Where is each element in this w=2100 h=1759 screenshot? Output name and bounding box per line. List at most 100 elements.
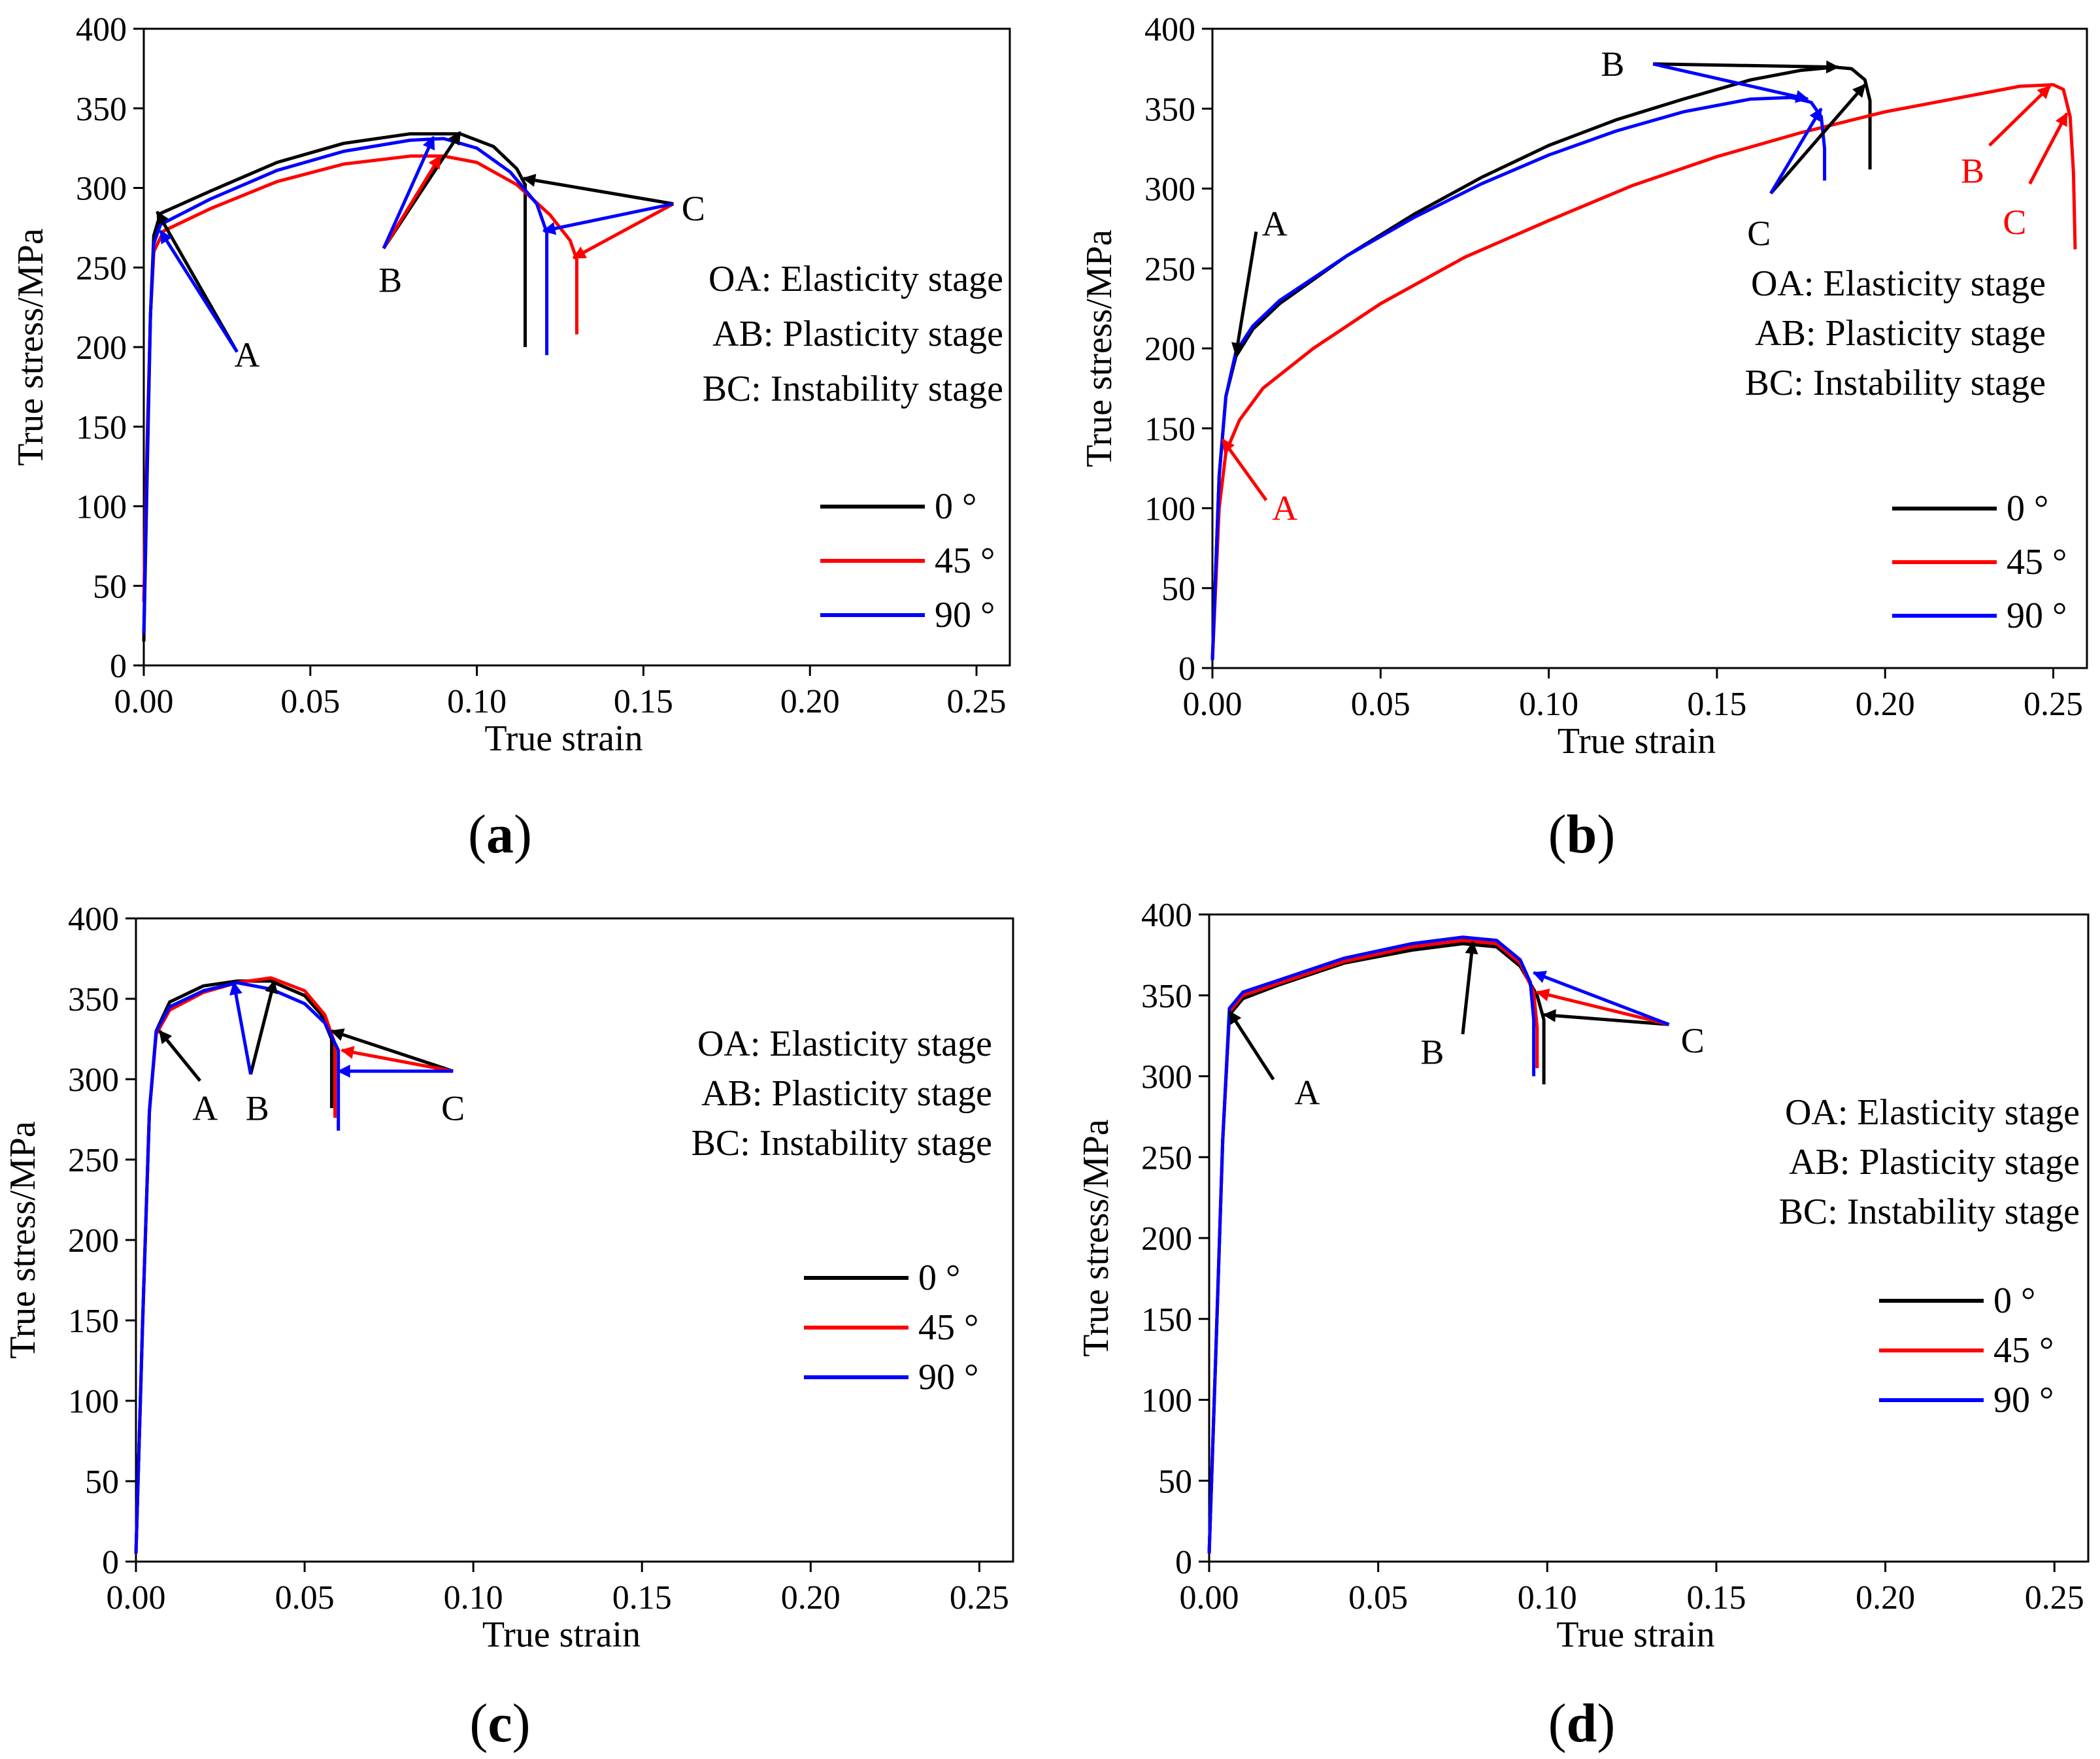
x-tick-label: 0.05 bbox=[1348, 1579, 1408, 1617]
y-tick-label: 150 bbox=[68, 1303, 119, 1340]
chart-panel-b: 0.00 0.05 0.10 0.15 0.20 0.25 0 50 100 150 200 250 3… bbox=[1079, 11, 2088, 762]
x-tick-label: 0.15 bbox=[1687, 686, 1746, 723]
panel-label-c: (c) bbox=[469, 1693, 531, 1754]
stage-text-line: BC: Instability stage bbox=[703, 369, 1003, 409]
y-tick-label: 300 bbox=[1144, 171, 1195, 209]
y-tick-label: 200 bbox=[1141, 1220, 1192, 1258]
y-tick-label: 350 bbox=[76, 91, 127, 128]
y-tick-label: 400 bbox=[76, 11, 127, 48]
panel-label-d: (d) bbox=[1548, 1693, 1616, 1754]
y-tick-label: 0 bbox=[102, 1544, 119, 1581]
y-tick-label: 350 bbox=[68, 981, 119, 1018]
annotation-arrow bbox=[1653, 60, 1840, 74]
plot-frame bbox=[135, 917, 1014, 1563]
x-tick-label: 0.05 bbox=[280, 683, 340, 720]
annotation-arrow bbox=[1221, 438, 1268, 501]
annotation-arrow bbox=[1535, 988, 1670, 1026]
x-tick-label: 0.25 bbox=[2025, 1579, 2084, 1617]
y-axis-title: True stress/MPa bbox=[1079, 229, 1120, 467]
x-tick-label: 0.05 bbox=[1351, 686, 1410, 723]
y-tick-label: 250 bbox=[76, 250, 127, 287]
y-tick-label: 50 bbox=[93, 568, 127, 605]
legend-label: 45 ° bbox=[1993, 1330, 2054, 1371]
annotation-arrow bbox=[542, 202, 674, 235]
stage-text-line: OA: Elasticity stage bbox=[708, 259, 1003, 299]
y-tick-label: 200 bbox=[76, 329, 127, 367]
panel-label-a: (a) bbox=[468, 804, 532, 865]
x-tick-label: 0.20 bbox=[780, 683, 840, 720]
annotation-arrow bbox=[158, 1030, 202, 1082]
y-tick-label: 100 bbox=[1144, 491, 1195, 528]
series-line-45deg bbox=[1210, 83, 2077, 660]
annotation-arrow bbox=[1461, 941, 1478, 1035]
annotation-label-b: B bbox=[1961, 152, 1984, 191]
x-tick-label: 0.20 bbox=[1856, 1579, 1915, 1617]
x-axis-title: True strain bbox=[1558, 721, 1716, 762]
legend-label: 45 ° bbox=[2007, 542, 2067, 582]
stage-text-line: BC: Instability stage bbox=[692, 1123, 992, 1164]
stage-text-line: BC: Instability stage bbox=[1745, 363, 2046, 403]
x-tick-label: 0.05 bbox=[275, 1579, 335, 1617]
series-line-90deg bbox=[1207, 935, 1536, 1554]
legend-label: 45 ° bbox=[935, 541, 995, 581]
x-tick-label: 0.00 bbox=[1183, 686, 1242, 723]
annotation-label-b: B bbox=[246, 1088, 269, 1128]
chart-panel-c: 0.00 0.05 0.10 0.15 0.20 0.25 0 50 100 150 200 250 3… bbox=[3, 901, 1014, 1655]
annotation-label-a: A bbox=[192, 1088, 218, 1128]
y-tick-label: 0 bbox=[1175, 1544, 1192, 1581]
annotation-label-b: B bbox=[378, 261, 402, 300]
annotation-arrow bbox=[1769, 83, 1867, 195]
annotation-arrow bbox=[1231, 231, 1258, 356]
x-axis-title: True strain bbox=[484, 718, 642, 759]
legend-label: 45 ° bbox=[918, 1307, 978, 1348]
x-tick-label: 0.00 bbox=[1180, 1579, 1239, 1617]
plot-frame bbox=[1208, 913, 2090, 1563]
y-tick-label: 300 bbox=[1141, 1059, 1192, 1096]
panel-label-b: (b) bbox=[1548, 804, 1616, 865]
annotation-label-a: A bbox=[1262, 204, 1288, 243]
x-axis-title: True strain bbox=[482, 1615, 641, 1655]
annotation-label-a: A bbox=[1295, 1073, 1320, 1112]
chart-panel-a: 0.00 0.05 0.10 0.15 0.20 0.25 0 50 100 150 200 250 3… bbox=[10, 11, 1011, 759]
y-tick-label: 350 bbox=[1141, 978, 1192, 1015]
y-tick-label: 100 bbox=[68, 1383, 119, 1420]
y-tick-label: 50 bbox=[1158, 1463, 1192, 1500]
y-tick-label: 400 bbox=[68, 901, 119, 938]
stage-text-line: AB: Plasticity stage bbox=[1789, 1142, 2080, 1182]
x-tick-label: 0.10 bbox=[1519, 686, 1578, 723]
y-tick-label: 300 bbox=[68, 1062, 119, 1099]
legend-label: 0 ° bbox=[935, 486, 976, 527]
x-tick-label: 0.20 bbox=[781, 1579, 841, 1617]
annotation-label-c: C bbox=[682, 189, 705, 228]
x-tick-label: 0.15 bbox=[1686, 1579, 1746, 1617]
annotation-arrow bbox=[522, 174, 674, 206]
annotation-arrow bbox=[1988, 85, 2052, 147]
series-line-45deg bbox=[134, 976, 337, 1554]
annotation-arrow bbox=[1769, 107, 1823, 195]
y-tick-label: 400 bbox=[1144, 11, 1195, 48]
x-tick-label: 0.25 bbox=[950, 1579, 1009, 1617]
y-tick-label: 50 bbox=[85, 1464, 119, 1501]
annotation-arrow bbox=[1652, 62, 1809, 103]
stage-text-line: OA: Elasticity stage bbox=[1785, 1092, 2080, 1133]
x-tick-label: 0.25 bbox=[947, 683, 1007, 720]
y-tick-label: 100 bbox=[76, 489, 127, 526]
stage-text-line: OA: Elasticity stage bbox=[697, 1024, 992, 1064]
stage-text-line: OA: Elasticity stage bbox=[1751, 263, 2046, 304]
annotation-arrow bbox=[382, 135, 435, 250]
annotation-arrow bbox=[2028, 112, 2069, 185]
y-tick-label: 250 bbox=[68, 1142, 119, 1179]
y-tick-label: 250 bbox=[1141, 1139, 1192, 1177]
series-line-45deg bbox=[142, 154, 578, 602]
annotation-arrow bbox=[382, 155, 442, 250]
chart-panel-d: 0.00 0.05 0.10 0.15 0.20 0.25 0 50 100 150 200 250 3… bbox=[1076, 897, 2090, 1655]
series-line-90deg bbox=[1210, 95, 1827, 660]
y-tick-label: 350 bbox=[1144, 91, 1195, 128]
annotation-arrow bbox=[1227, 1010, 1275, 1081]
annotation-label-c: C bbox=[1681, 1021, 1705, 1060]
legend-label: 0 ° bbox=[918, 1258, 960, 1298]
legend-label: 90 ° bbox=[935, 595, 995, 635]
y-tick-label: 150 bbox=[76, 409, 127, 446]
y-tick-label: 400 bbox=[1141, 897, 1192, 934]
